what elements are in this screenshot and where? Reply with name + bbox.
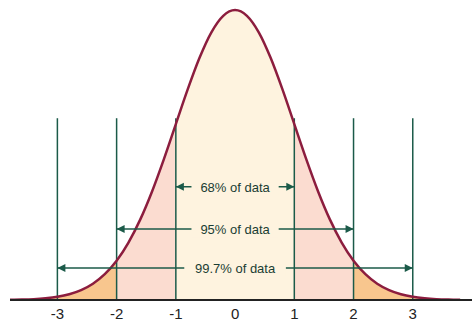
svg-text:95% of data: 95% of data: [200, 222, 270, 237]
svg-text:1: 1: [290, 305, 298, 322]
svg-text:-1: -1: [169, 305, 182, 322]
svg-text:68% of data: 68% of data: [200, 180, 270, 195]
svg-text:3: 3: [409, 305, 417, 322]
svg-text:-2: -2: [110, 305, 123, 322]
svg-text:99.7% of data: 99.7% of data: [195, 261, 276, 276]
svg-text:-3: -3: [51, 305, 64, 322]
svg-text:2: 2: [349, 305, 357, 322]
svg-text:0: 0: [231, 305, 239, 322]
